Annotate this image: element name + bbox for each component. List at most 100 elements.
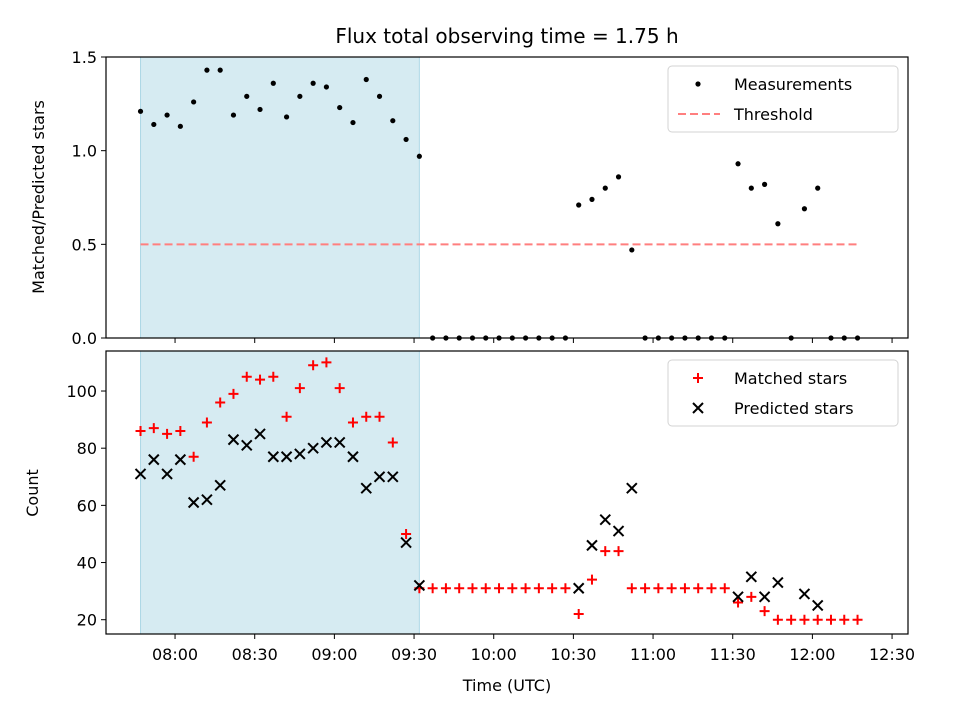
predicted-star-point [758, 591, 771, 603]
legend-marker [693, 373, 703, 383]
matched-star-point [215, 397, 226, 408]
predicted-star-point [612, 525, 625, 537]
legend-marker [695, 81, 701, 87]
predicted-star-point [772, 576, 784, 589]
measurement-point [151, 121, 157, 128]
measurement-point [337, 104, 343, 111]
predicted-star-point [586, 539, 598, 552]
matched-star-point [427, 583, 438, 594]
matched-star-point [786, 614, 797, 625]
measurement-point [602, 185, 608, 191]
measurement-point [270, 80, 276, 86]
measurement-point [390, 118, 396, 124]
predicted-star-point [187, 496, 200, 509]
predicted-star-point [373, 471, 386, 483]
x-tick-label: 11:00 [630, 645, 676, 664]
matched-star-point [613, 546, 624, 557]
predicted-star-point [347, 451, 359, 463]
matched-star-point [733, 597, 744, 608]
matched-star-point [825, 614, 836, 625]
predicted-star-point [241, 439, 253, 452]
x-tick-label: 09:00 [311, 645, 357, 664]
matched-star-point [480, 583, 491, 594]
matched-star-point [706, 583, 717, 594]
predicted-star-point [174, 453, 187, 466]
matched-star-point [401, 528, 412, 539]
predicted-star-point [572, 582, 585, 594]
predicted-star-point [400, 536, 412, 549]
predicted-star-point [745, 571, 758, 583]
matched-star-point [454, 583, 465, 594]
matched-star-point [799, 614, 810, 625]
x-tick-label: 08:30 [232, 645, 278, 664]
matched-star-point [600, 546, 611, 557]
matched-star-point [759, 606, 770, 617]
matched-star-point [494, 583, 505, 594]
measurement-point [735, 161, 741, 167]
matched-star-point [467, 583, 478, 594]
matched-star-point [308, 360, 319, 371]
matched-star-point [520, 583, 531, 594]
measurement-point [629, 247, 635, 253]
matched-star-point [361, 411, 372, 422]
matched-star-point [440, 583, 451, 594]
bottom-panel: 08:00 08:30 09:00 09:30 10:00 10:30 11:00 11:30… [66, 350, 915, 664]
predicted-star-point [732, 591, 744, 603]
x-tick-label: 10:30 [550, 645, 596, 664]
y-tick-label: 1.5 [72, 48, 97, 67]
predicted-star-point [280, 451, 293, 463]
top-y-axis-label: Matched/Predicted stars [29, 100, 48, 294]
matched-star-point [573, 608, 584, 619]
matched-star-point [281, 411, 292, 422]
predicted-star-point [626, 482, 638, 494]
matched-star-point [693, 583, 704, 594]
matched-star-point [719, 583, 730, 594]
measurement-point [310, 80, 316, 86]
matched-star-point [374, 411, 385, 422]
y-tick-label: 1.0 [72, 142, 97, 161]
measurement-point [137, 108, 144, 114]
measurement-point [217, 67, 223, 73]
predicted-star-point [254, 428, 266, 440]
predicted-star-point [267, 451, 280, 463]
measurement-point [177, 123, 183, 129]
y-tick-label: 0.0 [72, 329, 97, 348]
measurement-point [615, 174, 622, 180]
measurement-point [244, 93, 250, 99]
predicted-star-point [333, 436, 346, 449]
legend-marker [692, 402, 704, 414]
x-tick-label: 08:00 [152, 645, 198, 664]
observing-span-shade [140, 350, 420, 635]
axes-frame [105, 350, 909, 635]
y-tick-label: 20 [77, 611, 97, 630]
series-predicted-stars [134, 428, 824, 612]
matched-star-point [640, 583, 651, 594]
y-tick-label: 60 [77, 496, 97, 515]
matched-star-point [507, 583, 518, 594]
matched-star-point [560, 583, 571, 594]
measurement-point [403, 136, 409, 143]
legend: Measurements Threshold [667, 65, 899, 133]
measurement-point [350, 119, 356, 126]
predicted-star-point [413, 579, 426, 592]
matched-star-point [586, 574, 597, 585]
predicted-star-point [134, 468, 147, 480]
predicted-star-point [307, 442, 319, 454]
matched-star-point [334, 383, 345, 394]
predicted-star-point [227, 433, 240, 446]
measurement-point [761, 181, 768, 187]
measurement-point [363, 76, 369, 83]
observing-span-shade [140, 56, 420, 339]
matched-star-point [188, 451, 199, 462]
matched-star-point [268, 371, 279, 382]
measurement-point [191, 99, 197, 105]
measurement-point [775, 221, 781, 227]
measurement-point [283, 114, 290, 120]
x-tick-label: 10:00 [471, 645, 517, 664]
measurement-point [815, 185, 821, 191]
matched-star-point [241, 371, 252, 382]
measurement-point [297, 93, 303, 99]
matched-star-point [626, 583, 637, 594]
matched-star-point [533, 583, 544, 594]
legend-box [667, 65, 899, 133]
